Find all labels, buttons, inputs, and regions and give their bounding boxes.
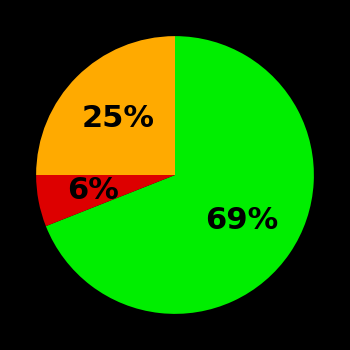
Text: 25%: 25% bbox=[82, 104, 155, 133]
Wedge shape bbox=[46, 36, 314, 314]
Wedge shape bbox=[36, 36, 175, 175]
Wedge shape bbox=[36, 175, 175, 226]
Text: 69%: 69% bbox=[205, 206, 278, 235]
Text: 6%: 6% bbox=[67, 176, 119, 205]
